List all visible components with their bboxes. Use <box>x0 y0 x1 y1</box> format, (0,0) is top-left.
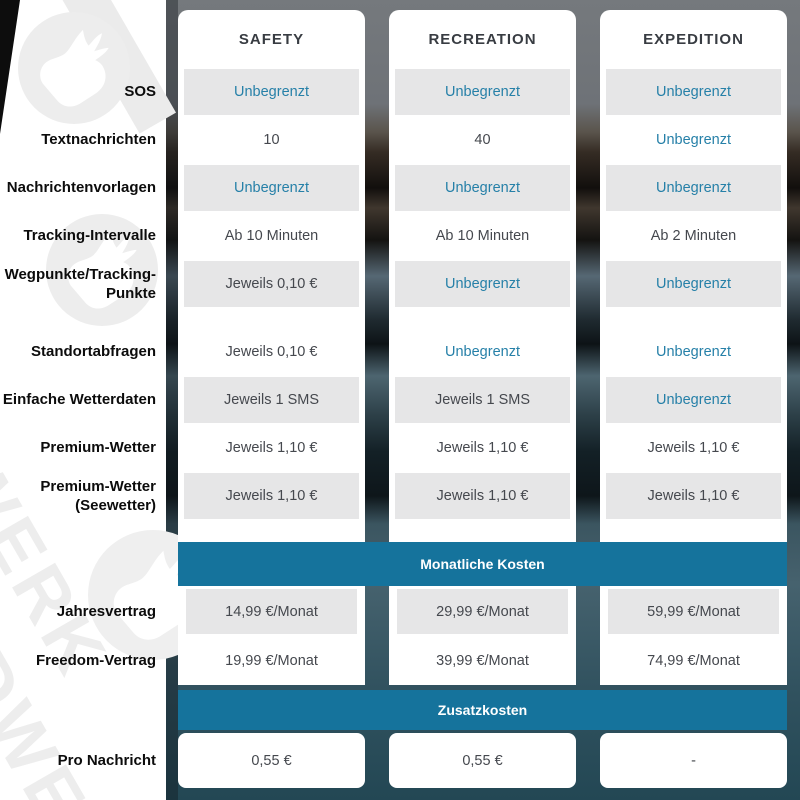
cell-tracking-safety: Ab 10 Minuten <box>178 212 365 260</box>
cell-nachrichtenvorlagen-safety: Unbegrenzt <box>178 164 365 212</box>
price-row-jahresvertrag: 14,99 €/Monat 29,99 €/Monat 59,99 €/Mona… <box>178 586 787 637</box>
row-label-seewetter: Premium-Wetter (Seewetter) <box>40 477 156 515</box>
cell-tracking-recreation: Ab 10 Minuten <box>389 212 576 260</box>
feature-row-einfache-wetterdaten: Jeweils 1 SMS Jeweils 1 SMS Unbegrenzt <box>178 376 787 424</box>
cell-textnachrichten-expedition: Unbegrenzt <box>600 116 787 164</box>
cell-jahresvertrag-expedition: 59,99 €/Monat <box>600 586 787 637</box>
cell-wetterdaten-safety: Jeweils 1 SMS <box>178 376 365 424</box>
cell-jahresvertrag-recreation: 29,99 €/Monat <box>389 586 576 637</box>
cell-premium-recreation: Jeweils 1,10 € <box>389 424 576 472</box>
feature-row-textnachrichten: 10 40 Unbegrenzt <box>178 116 787 164</box>
price-row-pro-nachricht: 0,55 € 0,55 € - <box>178 733 787 788</box>
cell-jahresvertrag-safety: 14,99 €/Monat <box>178 586 365 637</box>
cell-freedom-expedition: 74,99 €/Monat <box>600 637 787 685</box>
row-label-nachrichtenvorlagen: Nachrichtenvorlagen <box>6 179 156 197</box>
monthly-costs-banner-row: Monatliche Kosten <box>178 542 787 586</box>
plan-header-expedition: EXPEDITION <box>600 10 787 68</box>
row-label-spacer <box>0 520 166 542</box>
row-label-pro-nachricht: Pro Nachricht <box>57 751 156 769</box>
row-label-standortabfragen: Standortabfragen <box>30 343 156 361</box>
cell-wegpunkte-expedition: Unbegrenzt <box>600 260 787 308</box>
row-label-freedom-vertrag: Freedom-Vertrag <box>35 652 156 670</box>
deer-logo-watermark-icon <box>18 12 130 124</box>
row-label-tracking-intervalle: Tracking-Intervalle <box>23 227 156 245</box>
cell-sos-safety: Unbegrenzt <box>178 68 365 116</box>
cell-pro-nachricht-expedition: - <box>600 733 787 788</box>
row-label-sos: SOS <box>124 83 156 101</box>
cell-textnachrichten-recreation: 40 <box>389 116 576 164</box>
row-label-spacer <box>0 542 166 586</box>
plan-header-row: SAFETY RECREATION EXPEDITION <box>178 10 787 68</box>
cell-freedom-safety: 19,99 €/Monat <box>178 637 365 685</box>
spacer-cell <box>600 520 787 542</box>
comparison-table: SOS Textnachrichten Nachrichtenvorlagen … <box>0 10 787 788</box>
cell-standortabfragen-recreation: Unbegrenzt <box>389 308 576 376</box>
plan-header-recreation: RECREATION <box>389 10 576 68</box>
plan-header-safety: SAFETY <box>178 10 365 68</box>
feature-row-seewetter: Jeweils 1,10 € Jeweils 1,10 € Jeweils 1,… <box>178 472 787 520</box>
spacer-cell <box>178 520 365 542</box>
cell-sos-recreation: Unbegrenzt <box>389 68 576 116</box>
card-spacer-row <box>178 520 787 542</box>
row-label-einfache-wetterdaten: Einfache Wetterdaten <box>2 391 156 409</box>
cell-freedom-recreation: 39,99 €/Monat <box>389 637 576 685</box>
cell-textnachrichten-safety: 10 <box>178 116 365 164</box>
row-label-spacer <box>0 10 166 68</box>
row-label-textnachrichten: Textnachrichten <box>41 131 156 149</box>
monthly-costs-banner: Monatliche Kosten <box>178 542 787 586</box>
extra-costs-banner-row: Zusatzkosten <box>178 690 787 730</box>
extra-costs-banner: Zusatzkosten <box>178 690 787 730</box>
cell-pro-nachricht-recreation: 0,55 € <box>389 733 576 788</box>
cell-wegpunkte-recreation: Unbegrenzt <box>389 260 576 308</box>
row-label-premium-wetter: Premium-Wetter <box>40 439 156 457</box>
cell-standortabfragen-safety: Jeweils 0,10 € <box>178 308 365 376</box>
row-labels-column: SOS Textnachrichten Nachrichtenvorlagen … <box>0 10 166 788</box>
cell-seewetter-recreation: Jeweils 1,10 € <box>389 472 576 520</box>
cell-standortabfragen-expedition: Unbegrenzt <box>600 308 787 376</box>
cell-wetterdaten-recreation: Jeweils 1 SMS <box>389 376 576 424</box>
row-label-wegpunkte: Wegpunkte/Tracking-Punkte <box>4 265 156 303</box>
cell-nachrichtenvorlagen-recreation: Unbegrenzt <box>389 164 576 212</box>
cell-seewetter-expedition: Jeweils 1,10 € <box>600 472 787 520</box>
row-label-jahresvertrag: Jahresvertrag <box>56 602 156 620</box>
cell-wegpunkte-safety: Jeweils 0,10 € <box>178 260 365 308</box>
feature-row-standortabfragen: Jeweils 0,10 € Unbegrenzt Unbegrenzt <box>178 308 787 376</box>
feature-row-tracking-intervalle: Ab 10 Minuten Ab 10 Minuten Ab 2 Minuten <box>178 212 787 260</box>
spacer-cell <box>389 520 576 542</box>
feature-row-wegpunkte: Jeweils 0,10 € Unbegrenzt Unbegrenzt <box>178 260 787 308</box>
cell-sos-expedition: Unbegrenzt <box>600 68 787 116</box>
cell-wetterdaten-expedition: Unbegrenzt <box>600 376 787 424</box>
row-label-spacer <box>0 690 166 730</box>
cell-seewetter-safety: Jeweils 1,10 € <box>178 472 365 520</box>
cell-tracking-expedition: Ab 2 Minuten <box>600 212 787 260</box>
deer-logo-watermark-icon <box>46 214 158 326</box>
plans-grid: SAFETY RECREATION EXPEDITION Unbegrenzt … <box>178 10 787 788</box>
cell-premium-expedition: Jeweils 1,10 € <box>600 424 787 472</box>
price-row-freedom-vertrag: 19,99 €/Monat 39,99 €/Monat 74,99 €/Mona… <box>178 637 787 685</box>
cell-premium-safety: Jeweils 1,10 € <box>178 424 365 472</box>
cell-nachrichtenvorlagen-expedition: Unbegrenzt <box>600 164 787 212</box>
feature-row-sos: Unbegrenzt Unbegrenzt Unbegrenzt <box>178 68 787 116</box>
feature-row-nachrichtenvorlagen: Unbegrenzt Unbegrenzt Unbegrenzt <box>178 164 787 212</box>
cell-pro-nachricht-safety: 0,55 € <box>178 733 365 788</box>
feature-row-premium-wetter: Jeweils 1,10 € Jeweils 1,10 € Jeweils 1,… <box>178 424 787 472</box>
